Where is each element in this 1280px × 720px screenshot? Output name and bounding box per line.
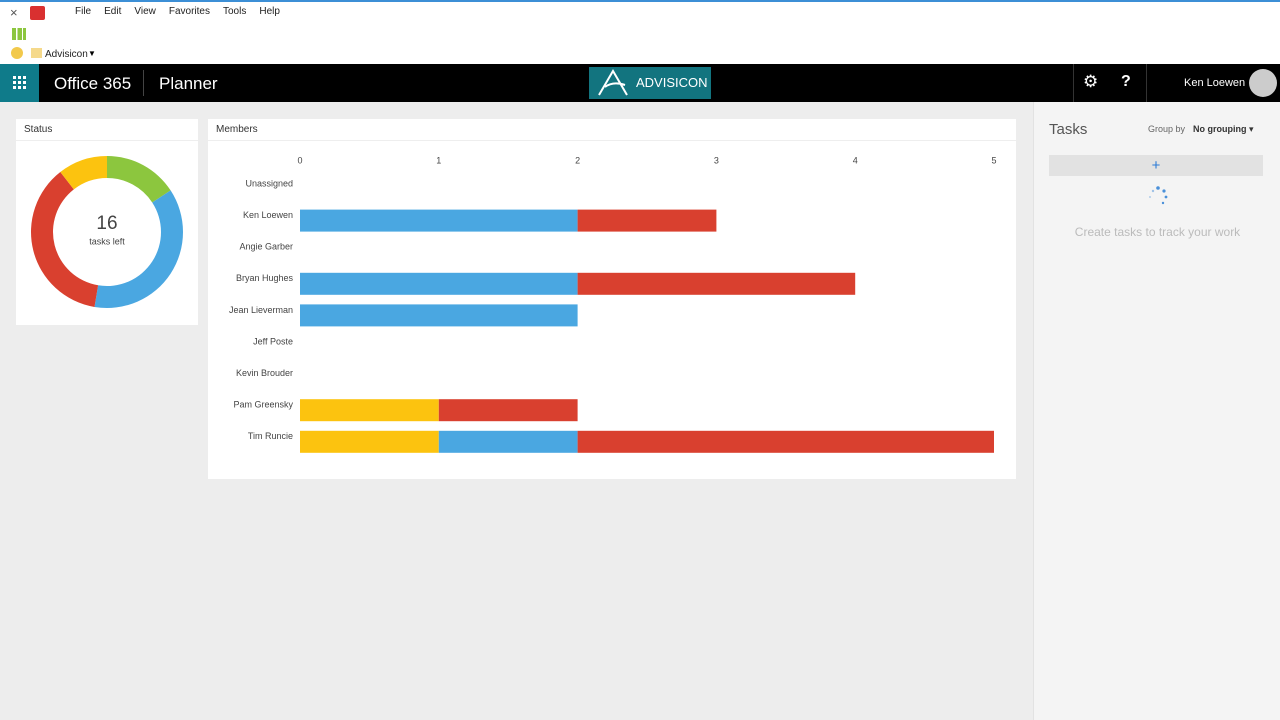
bar-segment	[300, 430, 439, 453]
group-by-label: Group by	[1148, 124, 1186, 134]
status-card: Status 16 tasks left	[16, 119, 198, 325]
members-chart: 0 1 2 3 4 5 Unassigned Ken Loewen Angie Garber Br…	[229, 155, 997, 453]
bar-segment	[577, 272, 856, 295]
tasks-title: Tasks	[1049, 121, 1088, 138]
spinner	[1149, 186, 1168, 205]
total-label: tasks left	[89, 236, 125, 246]
close-icon[interactable]: ×	[10, 5, 18, 20]
x-tick-label: 5	[991, 155, 996, 165]
x-tick-label: 1	[436, 155, 441, 165]
bar-segment	[300, 272, 578, 295]
suite-name[interactable]: Office 365	[54, 74, 132, 93]
waffle-icon	[13, 76, 26, 89]
add-task-button[interactable]: +	[1049, 155, 1263, 176]
x-tick-label: 2	[575, 155, 580, 165]
category-label: Ken Loewen	[243, 210, 293, 220]
logo: ADVISICON	[589, 67, 711, 99]
category-label: Tim Runcie	[248, 431, 293, 441]
favorites-star[interactable]	[11, 47, 23, 59]
logo-mark	[598, 69, 628, 96]
signal-icon	[12, 28, 26, 40]
menu-item[interactable]: Edit	[104, 6, 122, 17]
members-card: Members 0 1 2 3 4 5 Unassigned Ken Loewen Angie …	[208, 119, 1016, 479]
donut-segment	[94, 190, 183, 308]
favorite-link[interactable]: Advisicon	[45, 49, 88, 60]
category-label: Jeff Poste	[253, 336, 293, 346]
card-title: Members	[208, 119, 1016, 141]
category-label: Angie Garber	[239, 242, 293, 252]
menu-bar: File Edit View Favorites Tools Help	[75, 6, 280, 17]
category-label: Unassigned	[245, 178, 293, 188]
menu-item[interactable]: Tools	[222, 6, 247, 17]
bar-segment	[438, 430, 578, 453]
donut-segment	[107, 156, 171, 203]
help-icon[interactable]: ?	[1121, 73, 1131, 90]
category-label: Pam Greensky	[233, 400, 293, 410]
card-title: Status	[16, 119, 198, 141]
donut-segment	[60, 156, 107, 190]
total-count: 16	[96, 213, 117, 234]
bar-segment	[300, 209, 578, 232]
tasks-pane: Tasks Group by No grouping ▾ + Create ta…	[1033, 102, 1280, 720]
dropdown-arrow[interactable]: ▼	[88, 49, 96, 58]
folder-icon	[31, 48, 42, 58]
group-by-dropdown[interactable]: No grouping ▾	[1193, 124, 1254, 134]
group-by-value: No grouping	[1193, 124, 1247, 134]
divider	[143, 70, 144, 96]
bar-segment	[438, 399, 578, 422]
x-tick-label: 4	[853, 155, 858, 165]
divider	[1146, 64, 1147, 102]
donut-segment	[31, 172, 99, 307]
suite-header: Office 365 Planner ADVISICON ⚙ ? Ken Loe…	[0, 64, 1280, 102]
user-name[interactable]: Ken Loewen	[1184, 77, 1246, 89]
menu-item[interactable]: View	[134, 6, 156, 17]
category-label: Kevin Brouder	[236, 368, 293, 378]
app-icon	[30, 6, 45, 20]
browser-chrome: × File Edit View Favorites Tools Help Advisic…	[0, 0, 1280, 64]
app-name[interactable]: Planner	[159, 74, 218, 93]
avatar[interactable]	[1249, 69, 1277, 97]
menu-item[interactable]: File	[75, 6, 92, 17]
bar-segment	[577, 209, 717, 232]
category-label: Jean Lieverman	[229, 305, 293, 315]
status-chart: 16 tasks left	[31, 156, 183, 308]
logo-text: ADVISICON	[636, 75, 708, 90]
x-tick-label: 3	[714, 155, 719, 165]
x-tick-label: 0	[297, 155, 302, 165]
app-launcher[interactable]	[0, 64, 39, 102]
bar-segment	[300, 304, 578, 327]
empty-message: Create tasks to track your work	[1074, 225, 1241, 239]
bar-segment	[577, 430, 994, 453]
divider	[1073, 64, 1074, 102]
bar-segment	[300, 399, 439, 422]
category-label: Bryan Hughes	[236, 273, 294, 283]
menu-item[interactable]: Favorites	[168, 6, 210, 17]
menu-item[interactable]: Help	[259, 6, 280, 17]
settings-icon[interactable]: ⚙	[1083, 72, 1099, 91]
